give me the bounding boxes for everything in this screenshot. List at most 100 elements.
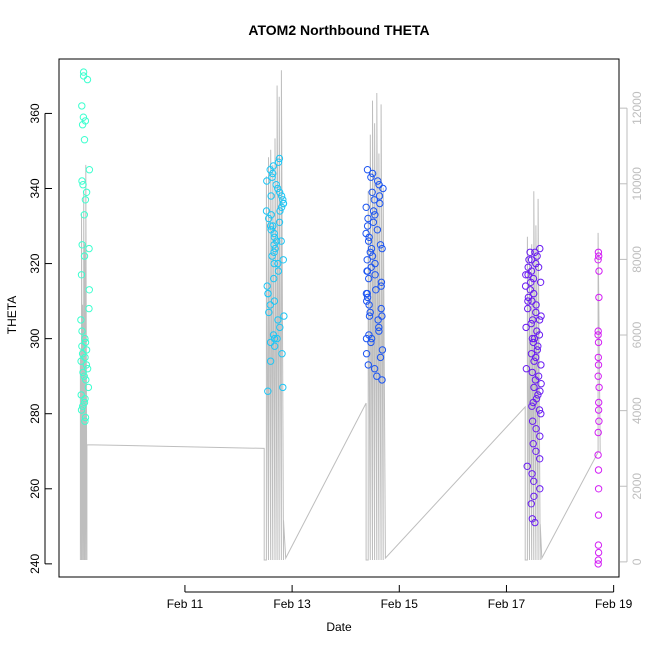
data-point [82,361,91,369]
data-point [274,316,282,324]
data-point [82,188,91,197]
data-point [527,319,535,328]
data-point [535,316,544,324]
data-point [594,406,603,414]
data-point [595,383,603,392]
data-point [594,256,602,264]
data-point [375,327,383,335]
data-point [537,410,545,418]
data-point [265,308,273,317]
data-points-layer [77,68,603,568]
data-point [279,383,287,392]
x-axis: Feb 11 Feb 13 Feb 15 Feb 17 Feb 19 [167,585,633,611]
chart-title: ATOM2 Northbound THETA [248,22,429,38]
x-tick-label: Feb 11 [167,597,204,611]
data-point [81,334,89,343]
data-point [85,244,93,253]
data-point [594,466,603,474]
data-point [524,271,532,279]
data-point [271,244,279,253]
data-point [277,237,285,245]
data-point [366,308,374,317]
data-point [275,154,284,163]
data-point [266,357,275,365]
data-point [362,350,371,358]
data-point [367,334,376,343]
data-point [536,432,544,440]
data-point [530,357,538,365]
data-point [264,289,272,298]
data-point [594,548,603,557]
data-point [263,282,271,290]
data-point [368,169,377,178]
data-point [534,342,542,350]
data-point [274,267,283,275]
data-point [371,271,379,279]
data-point [594,541,603,549]
data-point [279,256,287,264]
data-point [522,323,530,332]
y-tick-label: 260 [28,478,42,498]
data-point [83,75,92,84]
data-point [537,361,545,369]
data-point [369,207,378,215]
data-point [532,301,540,309]
data-point [531,248,539,257]
data-point [376,199,384,208]
data-point [537,380,545,388]
data-point [274,259,282,268]
data-point [594,428,602,437]
data-point [523,462,531,470]
y2-tick-label: 0 [630,558,644,565]
data-point [524,263,532,271]
data-point [376,353,385,362]
data-point [264,387,272,395]
data-point [85,286,94,294]
data-point [379,184,387,193]
data-point [363,293,372,302]
data-point [277,203,286,212]
data-point [365,301,373,309]
data-point [278,350,286,358]
data-point [532,425,540,433]
gray-series-line [79,70,601,561]
data-point [80,211,89,219]
data-point [81,196,90,204]
data-point [263,177,271,185]
data-point [368,188,376,197]
data-point [368,252,377,260]
data-point [594,451,602,459]
data-point [534,263,543,271]
data-point [529,440,537,448]
data-point [532,447,540,455]
data-point [373,226,382,234]
data-point [594,248,603,257]
data-point [367,338,375,347]
data-point [533,252,541,260]
data-point [528,417,537,425]
y-tick-label: 360 [28,103,42,123]
data-point [530,334,539,343]
data-point [269,222,277,230]
data-point [363,166,372,174]
data-point [375,181,383,189]
data-point [366,248,374,257]
data-point [367,244,376,253]
data-point [371,259,379,268]
data-point [269,331,278,339]
data-point [271,342,279,350]
data-point [371,211,379,219]
data-point [594,361,603,369]
data-point [275,188,284,197]
data-point [80,252,89,260]
data-point [533,346,541,354]
data-point [595,252,603,260]
data-point [85,304,93,313]
data-point [527,256,536,264]
data-point [532,395,541,403]
data-point [373,372,381,380]
data-point [367,173,375,181]
data-point [370,365,379,373]
data-point [536,278,545,286]
data-point [266,222,275,230]
